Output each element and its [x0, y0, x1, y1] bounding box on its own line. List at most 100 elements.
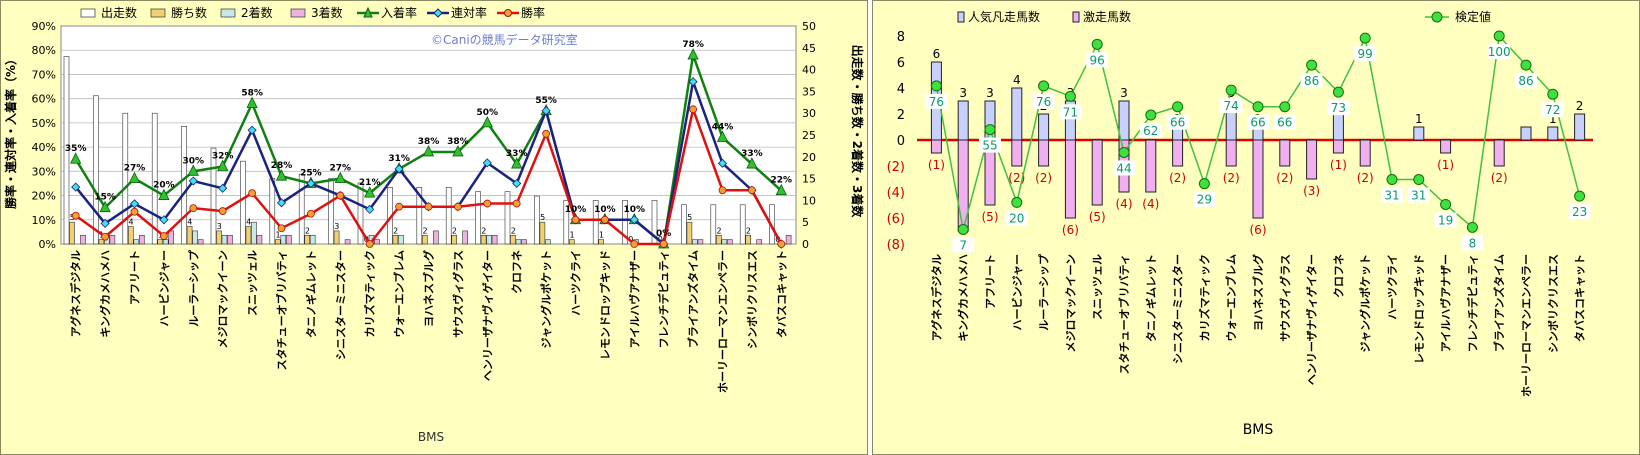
- popular-underperform-count: 3: [959, 86, 967, 100]
- placing-rate-label: 38%: [447, 137, 469, 147]
- test-value-label-bg: [1407, 187, 1430, 203]
- bar-third: [521, 239, 527, 245]
- test-value-label-bg: [979, 137, 1001, 153]
- diamond-marker: [541, 106, 551, 116]
- category-label: アフリート: [984, 254, 997, 309]
- circle-marker: [189, 204, 198, 213]
- legend-label: 連対率: [451, 5, 487, 20]
- placing-rate-label: 58%: [241, 89, 263, 99]
- diamond-marker: [218, 183, 228, 193]
- right-chart-tick-label: 2: [897, 108, 905, 123]
- bar-second: [251, 221, 257, 245]
- right-chart-tick-label: 4: [897, 82, 905, 97]
- diamond-marker: [394, 164, 404, 174]
- win-count-label: 5: [540, 213, 545, 222]
- diamond-marker: [629, 215, 639, 225]
- test-value-label-bg: [1461, 235, 1484, 251]
- test-value-label-bg: [1166, 114, 1189, 130]
- win-count-label: 2: [305, 226, 310, 235]
- test-value-marker: [1064, 90, 1076, 102]
- right-tick-label: 10: [802, 194, 816, 207]
- test-value-label-bg: [1354, 46, 1377, 62]
- right-tick-label: 45: [802, 42, 816, 55]
- test-value-label-bg: [1488, 44, 1511, 59]
- right-x-axis-title: BMS: [1243, 422, 1274, 438]
- category-label: タニノギムレット: [304, 250, 318, 338]
- left-tick-label: 0%: [39, 238, 56, 251]
- circle-marker: [277, 224, 286, 233]
- circle-marker: [101, 232, 109, 241]
- upset-count: (3): [1303, 184, 1320, 198]
- diamond-marker: [688, 77, 698, 87]
- upset-bar: [1145, 139, 1157, 193]
- category-label: アフリート: [129, 250, 142, 305]
- test-value-marker: [984, 124, 996, 136]
- upset-bar: [1172, 139, 1184, 167]
- right-tick-label: 35: [802, 85, 816, 98]
- bar-starts: [181, 125, 187, 245]
- bar-starts: [93, 95, 99, 245]
- placing-rate-label: 33%: [506, 149, 528, 159]
- category-label: ハーツクライ: [570, 250, 583, 316]
- diamond-marker: [276, 198, 287, 208]
- popular-underperform-count: 3: [986, 86, 994, 100]
- category-label: レモンドロップキッド: [598, 250, 612, 360]
- bar-third: [491, 234, 498, 245]
- upset-count: (5): [1089, 210, 1106, 224]
- circle-marker: [630, 240, 639, 248]
- bar-second: [221, 234, 228, 245]
- test-value-label-bg: [1568, 204, 1591, 220]
- right-legend: 人気凡走馬数 激走馬数 検定値: [957, 9, 1491, 24]
- legend-label: 激走馬数: [1083, 9, 1131, 24]
- popular-underperform-count: 1: [1549, 112, 1557, 126]
- bar-third: [197, 239, 204, 245]
- bar-third: [374, 239, 380, 245]
- circle-marker: [159, 232, 168, 240]
- diamond-marker: [71, 182, 81, 192]
- right-tick-label: 50: [802, 20, 816, 33]
- placing-rate-label: 55%: [535, 96, 557, 106]
- placing-rate-label: 28%: [271, 161, 293, 171]
- circle-marker: [424, 202, 433, 211]
- placing-rate-label: 10%: [624, 205, 646, 215]
- right-chart-tick-label: (4): [887, 186, 905, 201]
- right-tick-label: 25: [802, 129, 816, 142]
- win-count-label: 2: [423, 226, 428, 235]
- left-axes: 0%10%20%30%40%50%60%70%80%90%05101520253…: [32, 20, 816, 393]
- placing-rate-label: 21%: [359, 178, 381, 188]
- circle-marker: [248, 189, 257, 198]
- upset-bar: [1091, 139, 1103, 206]
- bar-third: [697, 239, 704, 245]
- test-value-label: 55: [982, 139, 997, 153]
- test-value-label: 100: [1488, 45, 1511, 59]
- bar-third: [285, 234, 292, 245]
- placing-rate-label: 27%: [124, 164, 146, 174]
- win-count-label: 4: [246, 218, 251, 227]
- diamond-marker: [365, 204, 375, 214]
- category-label: タバスコキャット: [775, 250, 788, 338]
- circle-marker: [777, 240, 786, 248]
- legend-item: 入着率: [357, 5, 417, 20]
- legend-item: 2着数: [220, 5, 273, 20]
- circle-marker: [689, 105, 697, 114]
- category-label: カリズマティック: [1197, 254, 1211, 341]
- upset-bar: [1064, 139, 1076, 219]
- test-value-marker: [1520, 59, 1532, 71]
- placing-rate-label: 32%: [212, 151, 234, 161]
- bar-starts: [681, 204, 687, 245]
- legend-swatch: [957, 11, 965, 23]
- test-value-label-bg: [925, 93, 948, 109]
- left-x-axis-title: BMS: [418, 430, 444, 444]
- popular-underperform-bar: [957, 100, 969, 141]
- legend-label: 勝率: [521, 5, 545, 20]
- category-label: アグネスデジタル: [929, 254, 943, 341]
- test-value-label-bg: [1059, 104, 1082, 120]
- legend-item: 出走数: [80, 5, 137, 20]
- win-count-label: 0: [628, 235, 633, 244]
- win-count-label: 2: [746, 226, 751, 235]
- test-value-marker: [1118, 146, 1130, 158]
- diamond-marker: [482, 158, 492, 168]
- placing-rate-label: 38%: [418, 137, 440, 147]
- placing-rate-label: 15%: [94, 193, 116, 203]
- diamond-marker: [100, 218, 110, 228]
